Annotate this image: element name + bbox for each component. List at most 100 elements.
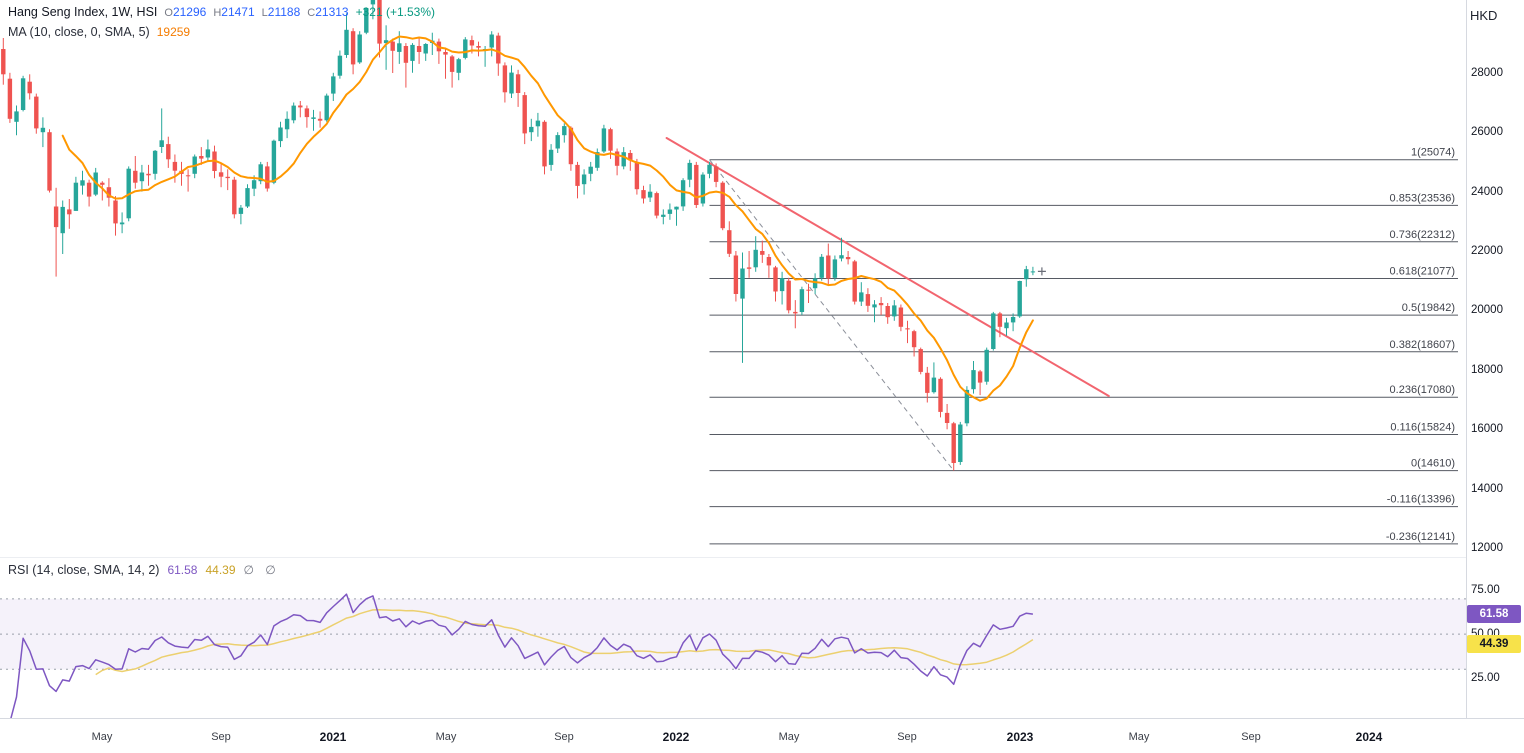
candle-body [199,156,204,159]
time-tick-label[interactable]: Sep [897,731,917,743]
candle-body [647,191,653,198]
rsi-tick-label: 25.00 [1471,672,1500,684]
candle-body [614,151,620,166]
candle-body [449,56,455,72]
time-tick-label[interactable]: Sep [211,731,231,743]
candle-body [456,59,461,73]
time-tick-label[interactable]: 2022 [662,730,690,744]
candle-body [760,251,765,255]
currency-label[interactable]: HKD [1470,8,1498,23]
fib-level-label: -0.236(12141) [1386,531,1455,543]
last-bar-plus-icon[interactable] [1037,267,1046,276]
fib-level-label: 0.5(19842) [1402,302,1455,314]
candle-body [535,120,541,127]
price-tick-label: 18000 [1471,364,1503,376]
time-tick-label[interactable]: Sep [554,731,574,743]
time-tick-label[interactable]: Sep [1241,731,1261,743]
time-axis-separator [0,718,1524,719]
candle-body [542,121,547,167]
rsi-value-badge: 44.39 [1467,635,1521,653]
candle-body [364,8,369,33]
rsi-pane[interactable] [0,558,1466,718]
symbol-title[interactable]: Hang Seng Index, 1W, HSI [8,5,158,19]
candle-body [377,0,382,44]
rsi-empty-value-icon: ∅ ∅ [243,563,280,577]
candle-body [350,31,356,65]
fib-level-label: 1(25074) [1411,147,1455,159]
candle-body [548,149,554,165]
price-tick-label: 14000 [1471,483,1503,495]
candle-body [661,214,666,217]
time-tick-label[interactable]: 2023 [1006,730,1034,744]
candle-body [826,255,831,279]
candle-body [1004,322,1009,329]
time-tick-label[interactable]: May [1128,731,1150,743]
candle-body [185,175,191,177]
price-tick-label: 12000 [1471,542,1503,554]
rsi-value-badge: 61.58 [1467,605,1521,623]
candle-body [416,46,422,52]
candle-body [291,105,296,121]
candle-body [443,52,448,55]
rsi-ma-line[interactable] [95,609,1034,676]
candle-body [793,311,798,314]
candle-body [397,43,402,52]
candle-body [905,328,910,330]
candle-body [1030,271,1036,273]
candle-body [852,261,857,302]
time-tick-label[interactable]: May [435,731,457,743]
pane-separator[interactable] [0,557,1466,558]
candle-body [753,249,758,268]
candles-layer[interactable] [1,0,1036,471]
candle-body [245,188,250,207]
candle-body [80,180,85,186]
candle-body [146,173,151,176]
ma-legend-title[interactable]: MA (10, close, 0, SMA, 5) [8,25,150,39]
candle-body [958,424,963,462]
candle-body [225,176,230,179]
candle-body [86,182,92,197]
close-label: C [307,7,316,19]
ma-line[interactable] [61,35,1034,402]
candle-body [568,127,574,165]
candle-body [872,304,877,308]
candle-body [588,166,593,174]
candle-body [608,129,613,151]
candle-body [1010,317,1016,323]
open-value: 21296 [172,5,207,19]
rsi-legend-value: 61.58 [167,563,198,577]
rsi-legend-title[interactable]: RSI (14, close, SMA, 14, 2) [8,563,160,577]
candle-body [641,190,646,199]
candle-body [720,182,725,229]
candle-body [331,76,336,94]
candle-body [344,29,349,55]
candle-body [707,164,712,174]
candle-body [284,118,290,130]
candle-body [845,257,851,260]
time-tick-label[interactable]: 2021 [319,730,347,744]
candle-body [337,55,343,76]
candle-body [766,257,772,266]
fib-baseline[interactable] [709,159,955,471]
time-tick-label[interactable]: May [91,731,113,743]
candle-body [278,127,283,142]
candle-body [463,39,468,58]
rsi-line[interactable] [10,593,1034,718]
candle-body [997,313,1003,327]
candle-body [931,377,937,393]
candle-body [20,78,26,110]
price-pane[interactable]: 1(25074) 0.853(23536) 0.736(22312) 0.618(21… [0,0,1466,558]
candle-body [403,46,409,63]
fib-level-label: 0.382(18607) [1390,339,1455,351]
candle-body [390,41,395,51]
time-tick-label[interactable]: 2024 [1355,730,1383,744]
candle-body [667,209,673,214]
candle-body [839,255,844,259]
candle-body [746,267,752,269]
candle-body [1,49,6,75]
time-tick-label[interactable]: May [778,731,800,743]
rsi-tick-label: 75.00 [1471,584,1500,596]
trendline[interactable] [665,137,1110,397]
candle-body [812,278,818,289]
candle-body [271,140,277,183]
